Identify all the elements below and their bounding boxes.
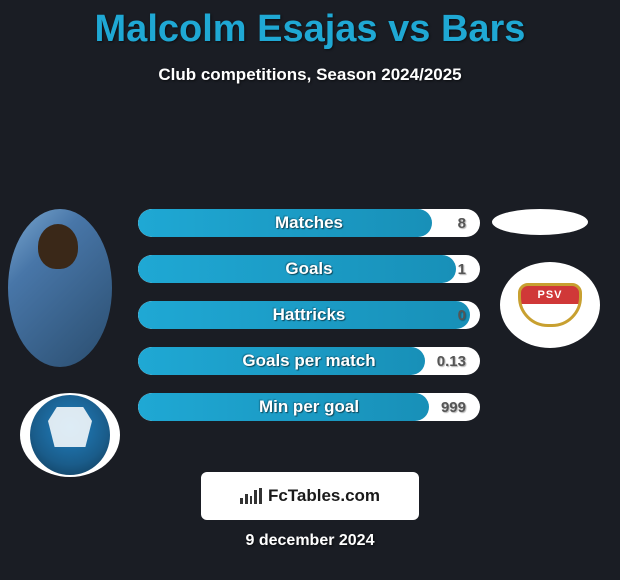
brand-box[interactable]: FcTables.com (201, 472, 419, 520)
stat-row-mpg: Min per goal 999 (138, 393, 480, 421)
stat-right-value: 8 (458, 209, 466, 237)
stat-row-matches: Matches 8 (138, 209, 480, 237)
stat-right-value: 0.13 (437, 347, 466, 375)
chart-icon (240, 488, 262, 504)
page-title: Malcolm Esajas vs Bars (0, 0, 620, 51)
player2-photo (492, 209, 588, 235)
player1-photo (8, 209, 112, 367)
date-label: 9 december 2024 (0, 532, 620, 550)
stat-right-value: 0 (458, 301, 466, 329)
brand-text: FcTables.com (268, 486, 380, 506)
stat-fill (138, 255, 456, 283)
stat-row-gpm: Goals per match 0.13 (138, 347, 480, 375)
club1-badge-inner (30, 395, 110, 475)
club2-badge (500, 262, 600, 348)
stat-right-value: 1 (458, 255, 466, 283)
stat-fill (138, 209, 432, 237)
stat-fill (138, 347, 425, 375)
subtitle: Club competitions, Season 2024/2025 (0, 65, 620, 85)
club1-badge (20, 393, 120, 477)
stats-panel: Matches 8 Goals 1 Hattricks 0 Goals per … (138, 209, 480, 439)
stat-row-goals: Goals 1 (138, 255, 480, 283)
stat-fill (138, 301, 470, 329)
stat-row-hattricks: Hattricks 0 (138, 301, 480, 329)
stat-right-value: 999 (441, 393, 466, 421)
club2-badge-inner (518, 283, 582, 327)
stat-fill (138, 393, 429, 421)
